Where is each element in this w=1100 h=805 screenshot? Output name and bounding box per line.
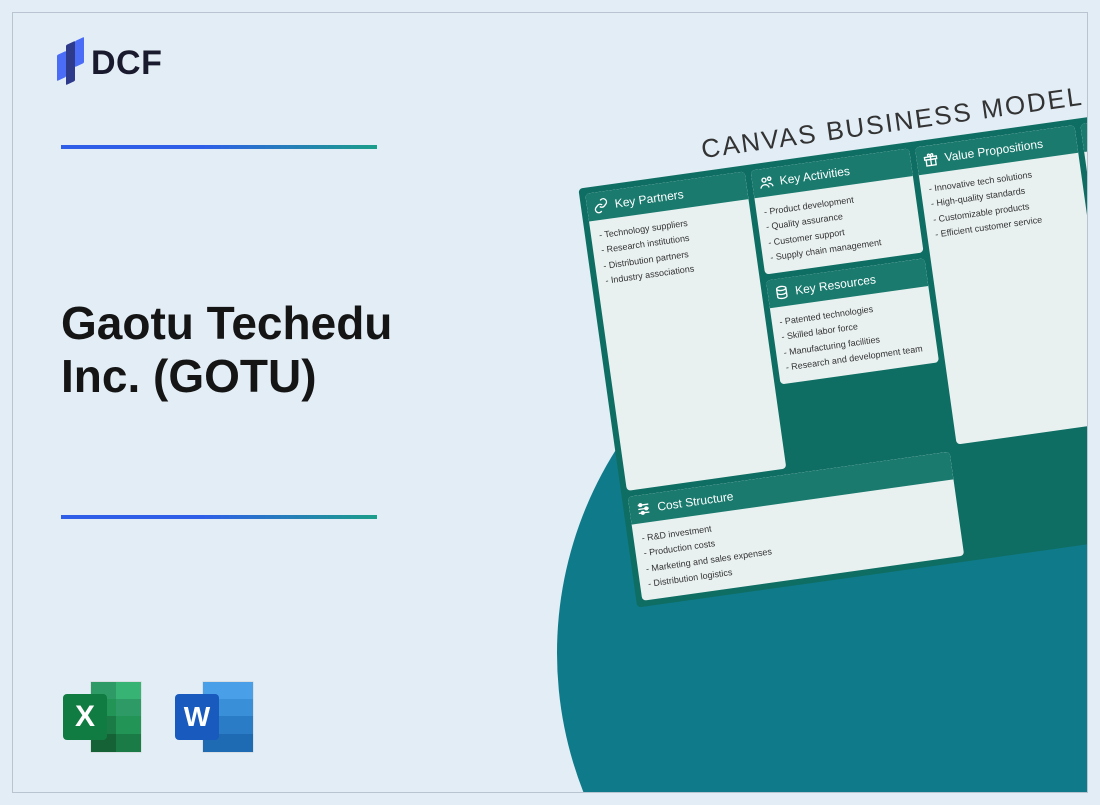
card-title: Cost Structure (656, 489, 734, 514)
svg-text:W: W (184, 701, 211, 732)
gift-icon (922, 150, 940, 168)
card-title: Key Resources (794, 272, 877, 297)
word-icon: W (173, 678, 257, 756)
sliders-icon (635, 500, 653, 518)
divider-top (61, 145, 377, 149)
page-title: Gaotu Techedu Inc. (GOTU) (61, 297, 481, 403)
col-activities-resources: Key Activities Product development Quali… (750, 148, 951, 467)
logo-mark-icon (57, 39, 85, 87)
users-icon (757, 174, 775, 192)
divider-bottom (61, 515, 377, 519)
card-key-partners: Key Partners Technology suppliers Resear… (585, 171, 786, 490)
canvas-grid: Key Partners Technology suppliers Resear… (578, 100, 1088, 608)
canvas-board: CANVAS BUSINESS MODEL Key Partners Techn… (573, 63, 1088, 608)
card-title: Key Partners (614, 187, 685, 211)
col-key-partners: Key Partners Technology suppliers Resear… (585, 171, 786, 490)
card-title: Key Activities (779, 164, 851, 188)
main-frame: DCF Gaotu Techedu Inc. (GOTU) X W (12, 12, 1088, 793)
excel-icon: X (61, 678, 145, 756)
logo-text: DCF (91, 44, 162, 83)
svg-text:X: X (75, 700, 95, 733)
database-icon (772, 284, 790, 302)
card-key-activities: Key Activities Product development Quali… (750, 148, 924, 275)
logo: DCF (57, 39, 162, 87)
link-icon (592, 197, 610, 215)
heart-icon (1087, 127, 1088, 145)
card-head-customer-rel: Customer (1080, 106, 1088, 152)
file-icons: X W (61, 678, 257, 756)
card-key-resources: Key Resources Patented technologies Skil… (766, 258, 940, 385)
